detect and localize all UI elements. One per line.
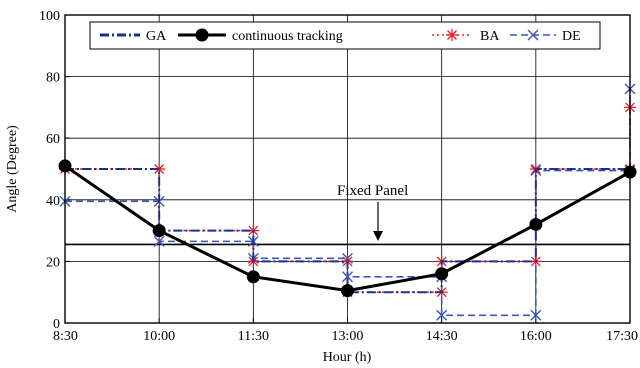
x-tick-label: 10:00 [143,329,175,344]
y-tick-label: 0 [53,317,60,332]
x-tick-label: 17:30 [606,329,638,344]
plot-frame [64,14,631,324]
point-de [530,309,542,321]
series-layer [58,83,637,321]
legend-marker-continuous-tracking [195,28,209,42]
legend-label-de: DE [562,29,581,44]
tick-labels: 0 20 40 60 80 100 8:30 10:00 11:30 13:00 14:30 16:0… [39,9,638,344]
x-tick-label: 14:30 [426,329,458,344]
y-tick-label: 80 [46,71,60,86]
legend-marker-ba [447,30,457,40]
legend-label-ga: GA [146,29,167,44]
point-continuous-tracking [435,267,449,281]
series-continuous-tracking [58,159,637,298]
x-axis-label: Hour (h) [323,350,372,365]
point-continuous-tracking [341,284,354,298]
fixed-panel-label: Fixed Panel [337,183,408,199]
legend-marker-de [527,29,539,41]
fixed-panel-arrowhead [373,231,383,241]
point-de [153,235,165,247]
point-continuous-tracking [152,224,166,238]
x-tick-label: 11:30 [238,329,269,344]
y-tick-label: 100 [39,9,60,24]
point-continuous-tracking [246,270,260,284]
legend: GA continuous tracking BA DE [89,21,601,50]
legend-label-continuous-tracking: continuous tracking [232,29,343,44]
point-continuous-tracking [529,217,543,231]
point-de [436,309,448,321]
y-axis-label: Angle (Degree) [5,125,20,213]
y-tick-label: 40 [46,194,60,209]
annotation: Fixed Panel [337,183,408,241]
y-tick-label: 60 [46,132,60,147]
axes [64,14,631,324]
x-tick-label: 13:00 [332,329,364,344]
point-ba [248,225,259,236]
legend-label-ba: BA [480,29,500,44]
point-ba [154,164,165,174]
x-tick-label: 16:00 [520,329,552,344]
y-tick-label: 20 [46,255,60,270]
x-tick-label: 8:30 [53,329,78,344]
